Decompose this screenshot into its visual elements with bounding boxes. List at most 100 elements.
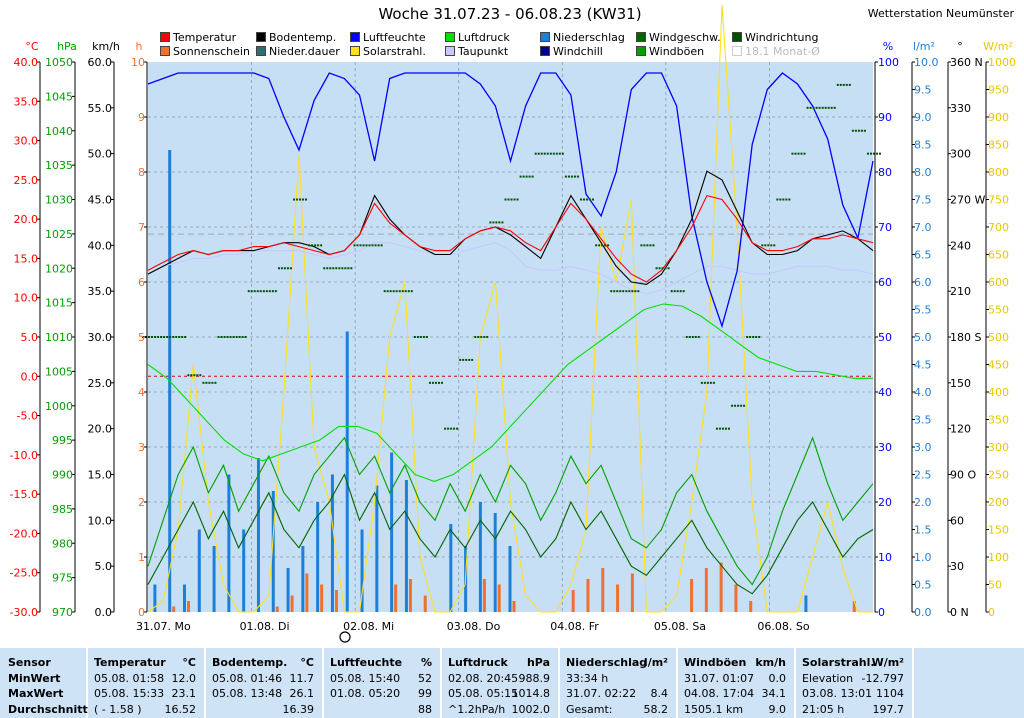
wind-direction-dot [857, 129, 860, 132]
wind-direction-dot [474, 336, 477, 338]
wind-direction-dot [268, 290, 271, 293]
axis-tick-label: 25.0 [88, 377, 113, 390]
wind-direction-dot [229, 336, 232, 338]
wind-direction-dot [773, 244, 776, 247]
wind-direction-dot [703, 381, 706, 384]
axis-tick-label: 50.0 [88, 148, 113, 161]
x-axis-label: 04.08. Fr [550, 620, 599, 633]
axis-tick-label: 150 [950, 377, 971, 390]
wind-direction-dot [311, 244, 314, 247]
summary-row-label: MaxWert [8, 687, 64, 700]
axis-tick-label: 50 [878, 331, 892, 344]
wind-direction-dot [691, 336, 694, 338]
wind-direction-dot [341, 267, 344, 270]
wind-direction-dot [486, 336, 489, 338]
axis-tick-label: -25.0 [10, 567, 38, 580]
wind-direction-dot [283, 267, 286, 270]
axis-tick-label: 2.0 [914, 496, 932, 509]
wind-direction-dot [761, 244, 764, 247]
axis-tick-label: 8.5 [914, 139, 932, 152]
summary-cell: km/h [755, 656, 786, 669]
summary-cell: Temperatur [94, 656, 166, 669]
wind-direction-dot [480, 336, 483, 338]
axis-tick-label: 600 [988, 276, 1009, 289]
axis-tick-label: 2 [138, 496, 145, 509]
legend-label: Windböen [649, 45, 705, 58]
bar-niederschlag [508, 546, 512, 612]
axis-tick-label: 4.0 [914, 386, 932, 399]
bar-niederschlag [390, 452, 394, 612]
wind-direction-dot [688, 336, 691, 338]
bar-sonnenschein [423, 595, 427, 612]
wind-direction-dot [181, 336, 184, 338]
axis-tick-label: 25.0 [14, 174, 39, 187]
wind-direction-dot [437, 381, 440, 384]
axis-tick-label: 1010 [45, 331, 73, 344]
axis-tick-label: -15.0 [10, 488, 38, 501]
wind-direction-dot [471, 358, 474, 361]
wind-direction-dot [241, 336, 244, 338]
wind-direction-dot [586, 198, 589, 201]
axis-tick-label: 180 S [950, 331, 981, 344]
axis-tick-label: 5.0 [21, 331, 39, 344]
wind-direction-dot [830, 106, 833, 109]
wind-direction-dot [727, 427, 730, 430]
wind-direction-dot [873, 152, 875, 155]
x-axis-label: 06.08. So [757, 620, 809, 633]
wind-direction-dot [495, 221, 498, 224]
bar-niederschlag [182, 584, 186, 612]
wind-direction-dot [214, 381, 217, 384]
wind-direction-dot [407, 290, 410, 293]
legend-item: Sonnenschein [160, 45, 250, 58]
summary-cell: 1014.8 [511, 687, 551, 700]
axis-tick-label: 9.0 [914, 111, 932, 124]
axis-tick-label: 1.0 [914, 551, 932, 564]
wind-direction-dot [782, 198, 785, 201]
wind-direction-dot [818, 106, 821, 109]
summary-row-labels: Sensor MinWert MaxWert Durchschnitt [0, 648, 88, 718]
axis-tick-label: 6 [138, 276, 145, 289]
axis-tick-label: 0.0 [21, 370, 39, 383]
wind-direction-dot [673, 290, 676, 293]
summary-cell: ^1.2hPa/h [448, 703, 506, 716]
legend-label: Luftdruck [458, 31, 510, 44]
wind-direction-dot [395, 290, 398, 293]
legend-swatch [256, 32, 266, 42]
summary-cell: Niederschlag [566, 656, 648, 669]
legend-swatch [732, 32, 742, 42]
legend-label: Bodentemp. [269, 31, 337, 44]
wind-direction-dot [271, 290, 274, 293]
wind-direction-dot [528, 175, 531, 178]
legend-label: Solarstrahl. [363, 45, 426, 58]
summary-cell: 21:05 h [802, 703, 845, 716]
wind-direction-dot [815, 106, 818, 109]
axis-unit-solar: W/m² [983, 40, 1013, 53]
wind-direction-dot [262, 290, 265, 293]
summary-cell: 99 [418, 687, 432, 700]
wind-direction-dot [317, 244, 320, 247]
legend-swatch [256, 46, 266, 56]
moon-phase-icon [339, 631, 351, 643]
summary-column: Windböen km/h 31.07. 01:07 0.0 04.08. 17:04 3… [678, 648, 796, 718]
wind-direction-dot [767, 244, 770, 247]
wind-direction-dot [142, 336, 144, 338]
wind-direction-dot [329, 267, 332, 270]
bar-niederschlag [256, 458, 260, 612]
wind-direction-dot [431, 381, 434, 384]
bar-niederschlag [449, 524, 453, 612]
wind-direction-dot [172, 336, 175, 338]
axis-tick-label: 300 [988, 441, 1009, 454]
axis-tick-label: 350 [988, 414, 1009, 427]
x-axis-label: 05.08. Sa [654, 620, 706, 633]
wind-direction-dot [265, 290, 268, 293]
axis-tick-label: 55.0 [88, 102, 113, 115]
summary-cell: 05.08. 15:40 [330, 672, 401, 685]
wind-direction-dot [196, 374, 199, 377]
axis-tick-label: 0 [138, 606, 145, 619]
axis-tick-label: 15.0 [88, 469, 113, 482]
wind-direction-dot [335, 267, 338, 270]
wind-direction-dot [208, 381, 211, 384]
wind-direction-dot [537, 152, 540, 155]
axis-tick-label: 450 [988, 359, 1009, 372]
wind-direction-dot [607, 244, 610, 247]
